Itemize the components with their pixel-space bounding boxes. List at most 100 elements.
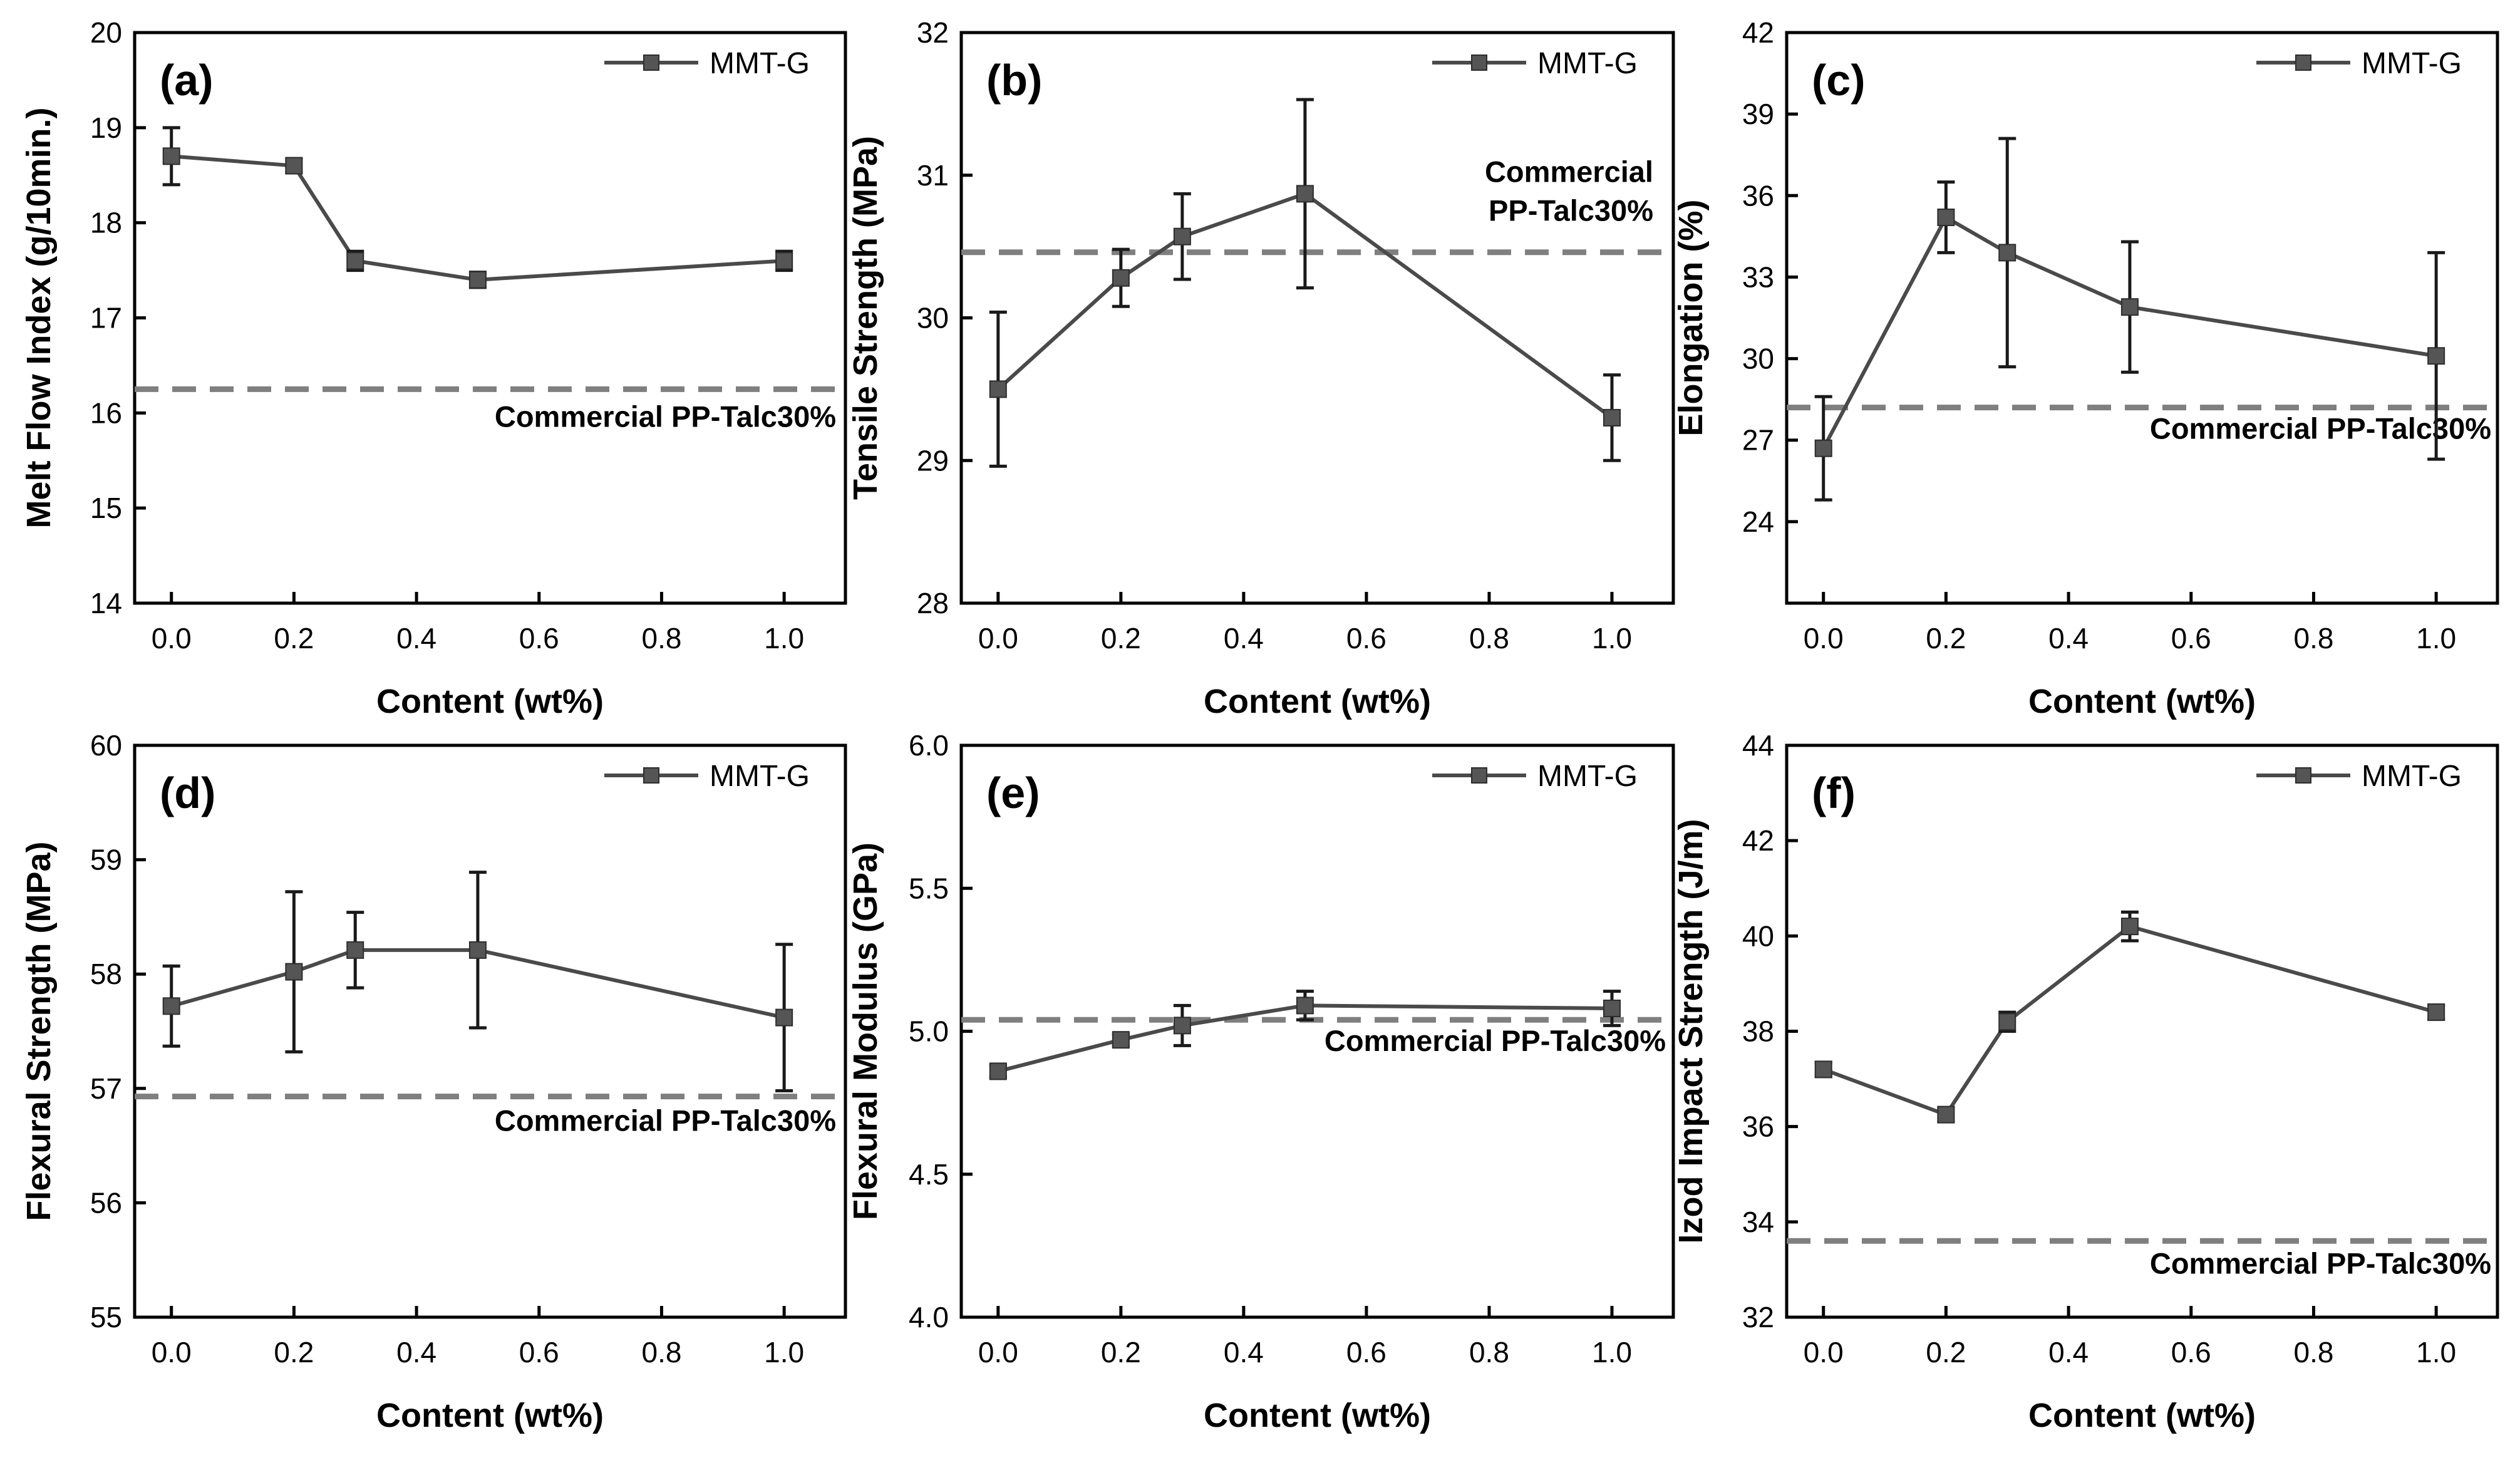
reference-label: Commercial: [1485, 155, 1653, 189]
data-point: [989, 380, 1007, 398]
y-tick-label: 29: [917, 444, 949, 477]
x-tick-label: 1.0: [1592, 1336, 1632, 1369]
panel-e: 0.0 0.2 0.4 0.6 0.8 1.0 4.0 4.5 5.0 5.5 6.0 Content…: [847, 729, 1675, 1434]
reference-label: Commercial PP-Talc30%: [495, 400, 836, 433]
legend-marker: [2295, 54, 2311, 71]
x-tick-label: 0.4: [2048, 1336, 2089, 1369]
x-tick-label: 0.6: [1346, 622, 1387, 655]
legend-label: MMT-G: [2362, 47, 2462, 80]
x-axis-title: Content (wt%): [1204, 683, 1431, 720]
y-tick-label: 30: [917, 302, 949, 334]
x-tick-label: 0.2: [1926, 1336, 1966, 1369]
y-tick-label: 33: [1742, 261, 1774, 293]
x-tick-label: 1.0: [764, 1336, 804, 1369]
y-tick-label: 44: [1742, 729, 1774, 762]
series-line-mmt-g: [171, 154, 785, 282]
axes-frame: [133, 31, 847, 605]
legend-marker: [1471, 767, 1487, 784]
y-tick-label: 4.0: [909, 1301, 949, 1333]
y-tick-label: 32: [1742, 1301, 1774, 1333]
x-tick-label: 0.8: [1469, 1336, 1509, 1369]
legend-label: MMT-G: [1537, 47, 1638, 80]
legend-marker: [1471, 54, 1487, 71]
y-axis-title: Izod Impact Strength (J/m): [1672, 819, 1710, 1243]
y-tick-label: 39: [1742, 98, 1774, 130]
panel-label: (c): [1812, 56, 1866, 105]
panel-label: (d): [160, 769, 215, 817]
data-point: [1937, 208, 1955, 226]
y-axis-title: Melt Flow Index (g/10min.): [20, 107, 58, 528]
axes-frame: [1785, 743, 2499, 1319]
x-axis-title: Content (wt%): [376, 683, 604, 720]
y-tick-label: 56: [90, 1186, 122, 1219]
reference-label: Commercial PP-Talc30%: [2150, 1246, 2491, 1280]
axes-frame: [959, 31, 1675, 605]
y-tick-label: 15: [90, 492, 122, 524]
x-axis-title: Content (wt%): [376, 1397, 604, 1434]
y-tick-label: 19: [90, 111, 122, 144]
y-tick-label: 14: [90, 587, 122, 619]
data-point: [468, 941, 487, 959]
data-point: [1173, 227, 1191, 246]
x-tick-label: 0.6: [519, 1336, 559, 1369]
y-tick-label: 5.0: [909, 1015, 949, 1048]
data-point: [1603, 999, 1621, 1017]
reference-label: Commercial PP-Talc30%: [495, 1104, 836, 1137]
x-tick-label: 0.8: [1469, 622, 1509, 655]
data-point: [1814, 439, 1832, 457]
y-axis-title: Flexural Modulus (GPa): [847, 842, 884, 1220]
panel-label: (e): [986, 769, 1040, 817]
x-axis-title: Content (wt%): [2028, 683, 2256, 720]
x-tick-label: 0.4: [1224, 622, 1264, 655]
x-tick-label: 0.2: [1926, 622, 1966, 655]
x-tick-label: 0.8: [641, 1336, 681, 1369]
data-point: [346, 252, 364, 270]
legend-marker: [643, 767, 659, 784]
x-tick-label: 0.0: [978, 622, 1018, 655]
panel-a: 0.0 0.2 0.4 0.6 0.8 1.0 14 15 16 17 18 19 20 Content …: [20, 16, 847, 720]
data-point: [989, 1062, 1007, 1080]
y-tick-label: 55: [90, 1301, 122, 1333]
x-tick-label: 0.2: [274, 622, 314, 655]
data-point: [1998, 244, 2017, 262]
y-tick-label: 59: [90, 844, 122, 876]
y-tick-label: 60: [90, 729, 122, 762]
data-point: [285, 963, 303, 981]
data-point: [1937, 1105, 1955, 1124]
data-point: [1173, 1017, 1191, 1035]
data-point: [1112, 1031, 1130, 1049]
y-tick-label: 4.5: [909, 1158, 949, 1191]
panel-label: (f): [1812, 769, 1856, 817]
y-tick-label: 36: [1742, 1110, 1774, 1143]
data-point: [1603, 408, 1621, 427]
data-point: [1998, 1013, 2017, 1031]
data-point: [346, 941, 364, 959]
x-tick-label: 0.2: [1101, 622, 1141, 655]
x-tick-label: 0.4: [396, 1336, 436, 1369]
y-tick-label: 17: [90, 302, 122, 334]
legend-label: MMT-G: [710, 47, 810, 80]
panel-label: (b): [986, 56, 1042, 105]
y-tick-label: 6.0: [909, 729, 949, 762]
y-tick-label: 42: [1742, 824, 1774, 857]
reference-label: Commercial PP-Talc30%: [2150, 412, 2491, 445]
x-tick-label: 0.8: [2293, 622, 2333, 655]
reference-label: Commercial PP-Talc30%: [1325, 1024, 1666, 1057]
y-axis-title: Elongation (%): [1672, 200, 1710, 437]
y-tick-label: 28: [917, 587, 949, 619]
x-tick-label: 0.2: [1101, 1336, 1141, 1369]
y-tick-label: 42: [1742, 16, 1774, 49]
y-tick-label: 5.5: [909, 872, 949, 904]
x-tick-label: 1.0: [2416, 1336, 2456, 1369]
legend-marker: [643, 54, 659, 71]
data-point: [2120, 298, 2139, 316]
x-tick-label: 0.6: [519, 622, 559, 655]
y-tick-label: 16: [90, 396, 122, 429]
series-line-mmt-g: [1822, 924, 2437, 1117]
x-tick-label: 0.0: [1804, 1336, 1844, 1369]
x-tick-label: 0.8: [2293, 1336, 2333, 1369]
legend-marker: [2295, 767, 2311, 784]
x-tick-label: 1.0: [2416, 622, 2456, 655]
y-tick-label: 31: [917, 159, 949, 192]
